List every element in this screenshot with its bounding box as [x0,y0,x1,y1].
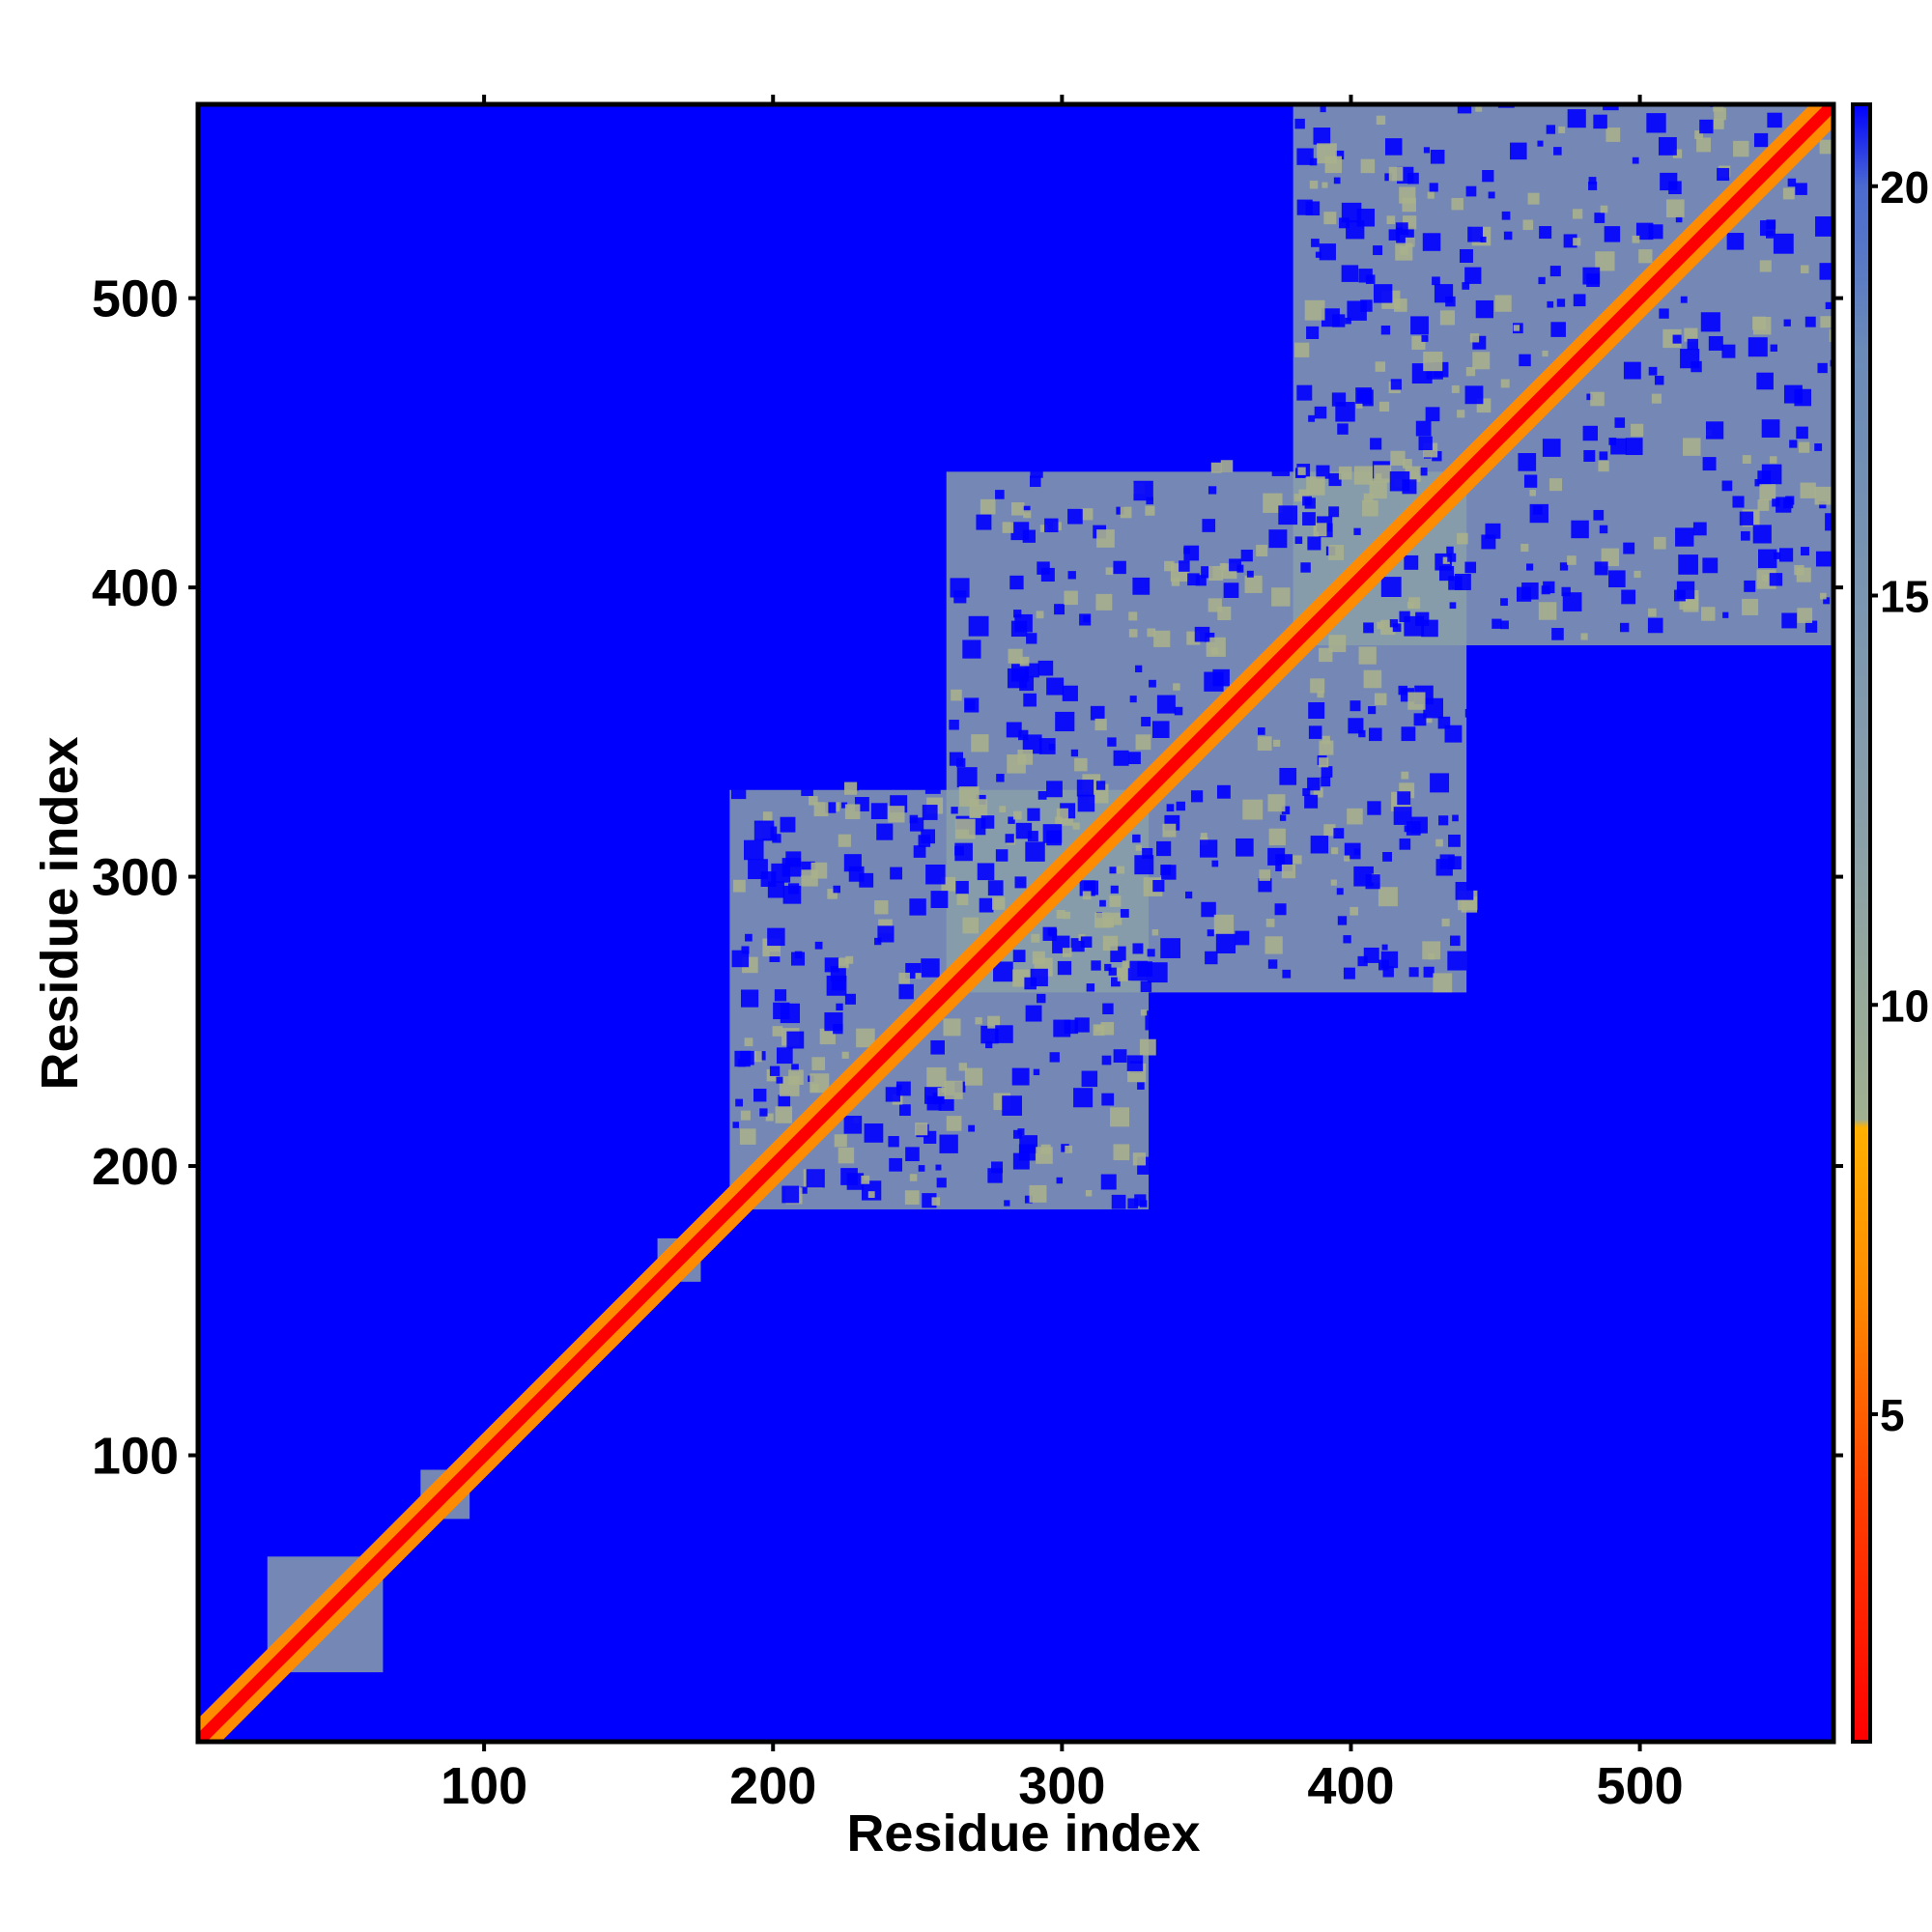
x-tick-label: 100 [440,1757,527,1815]
axes: 100 200 300 400 500 100 200 300 400 500 [92,95,1843,1815]
x-axis-title: Residue index [846,1804,1200,1862]
y-tick-label: 400 [92,559,179,617]
x-tick-label: 400 [1307,1757,1394,1815]
x-tick-label: 300 [1018,1757,1105,1815]
colorbar-tick-label: 15 [1880,572,1929,622]
contact-texture [730,104,1833,1209]
colorbar-tick-label: 10 [1880,980,1929,1031]
colorbar: 5 10 15 20 [1851,102,1929,1744]
heatmap-area [198,104,1833,1742]
y-tick-label: 300 [92,849,179,907]
y-tick-label: 200 [92,1138,179,1196]
y-axis-title: Residue index [31,736,89,1090]
colorbar-tick-label: 5 [1880,1390,1905,1440]
x-tick-label: 200 [729,1757,816,1815]
plot-frame [195,101,1836,1745]
y-tick-label: 100 [92,1428,179,1486]
colorbar-tick-label: 20 [1880,162,1929,213]
x-tick-label: 500 [1597,1757,1684,1815]
colorbar-gradient [1851,102,1872,1744]
diagonal-band [198,104,1833,1742]
y-tick-label: 500 [92,270,179,328]
